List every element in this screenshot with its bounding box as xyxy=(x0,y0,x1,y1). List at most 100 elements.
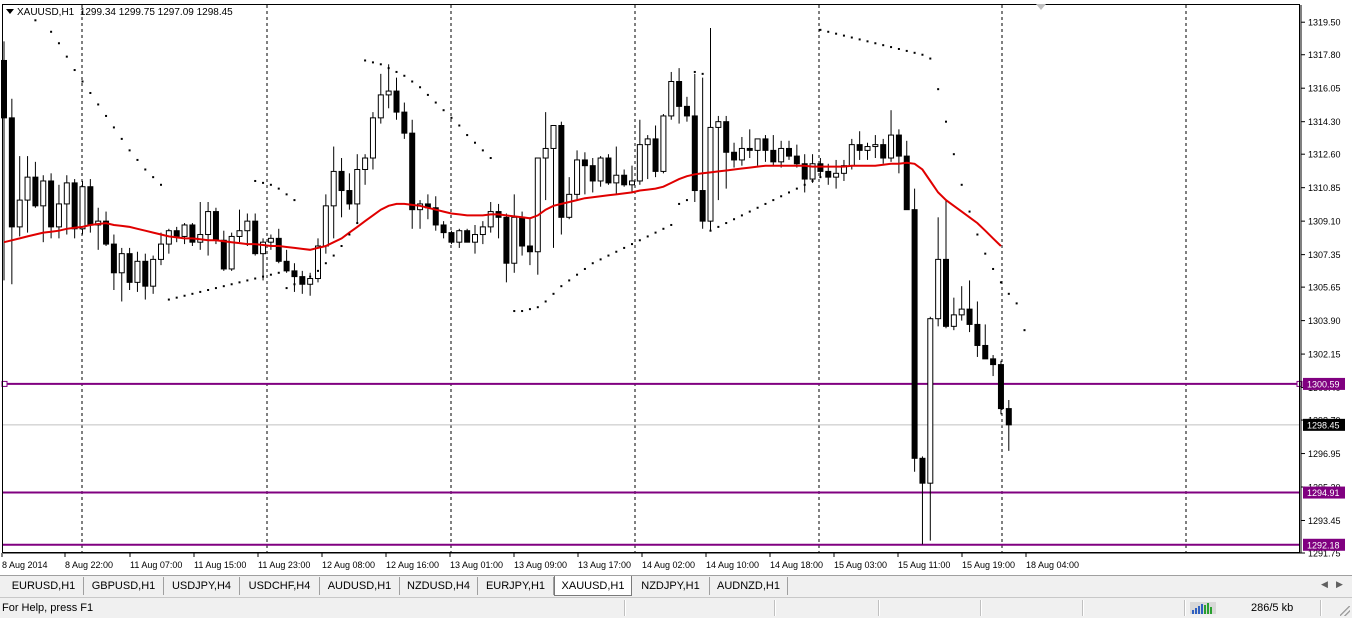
sar-dot xyxy=(214,287,217,290)
sar-dot xyxy=(725,222,728,225)
candle-body xyxy=(888,134,895,159)
price-line-label: 1292.18 xyxy=(1307,540,1340,550)
candle-body xyxy=(966,308,973,325)
sar-dot xyxy=(631,243,633,246)
candle-body xyxy=(911,209,918,459)
candle-body xyxy=(267,237,274,243)
tab-eurjpy[interactable]: EURJPY,H1 xyxy=(478,577,554,595)
price-line-label-box xyxy=(1303,538,1345,551)
sar-dot xyxy=(411,80,414,83)
sar-dot xyxy=(937,88,940,91)
chart-window[interactable]: 1319.50 1317.80 1316.05 1314.30 1312.60 1310.… xyxy=(0,0,1352,575)
tab-eurusd[interactable]: EURUSD,H1 xyxy=(4,577,84,595)
line-anchor-handle[interactable] xyxy=(1,380,8,387)
candle-body xyxy=(40,180,47,207)
tab-gbpusd[interactable]: GBPUSD,H1 xyxy=(84,577,164,595)
sar-dot xyxy=(819,28,822,31)
candle-body xyxy=(872,144,879,148)
sar-dot xyxy=(34,19,37,22)
sar-dot xyxy=(638,239,641,242)
price-chart[interactable]: 1319.50 1317.80 1316.05 1314.30 1312.60 1310.… xyxy=(0,0,1352,575)
tab-audnzd[interactable]: AUDNZD,H1 xyxy=(710,577,788,595)
candle-body xyxy=(448,232,455,243)
tab-usdjpy[interactable]: USDJPY,H4 xyxy=(164,577,240,595)
price-tick-label: 1316.05 xyxy=(1308,84,1341,94)
tab-usdchf[interactable]: USDCHF,H4 xyxy=(240,577,320,595)
candle-body xyxy=(629,180,635,186)
sar-dot xyxy=(50,30,53,33)
status-divider xyxy=(1320,600,1322,616)
tab-audusd[interactable]: AUDUSD,H1 xyxy=(320,577,400,595)
chart-shift-marker-icon[interactable] xyxy=(1036,4,1046,10)
sar-dot xyxy=(254,277,257,280)
status-divider xyxy=(624,600,626,616)
sar-dot xyxy=(1007,292,1010,295)
sar-dot xyxy=(521,310,524,313)
candle-body xyxy=(126,253,133,283)
candle-body xyxy=(958,308,965,316)
sar-dot xyxy=(623,246,626,249)
sar-dot xyxy=(1015,302,1018,305)
tab-nzdusd[interactable]: NZDUSD,H4 xyxy=(400,577,478,595)
candle-body xyxy=(738,147,745,161)
candle-body xyxy=(440,224,447,234)
time-tick-label: 13 Aug 01:00 xyxy=(450,560,503,570)
sar-dot xyxy=(874,42,877,45)
candle-body xyxy=(307,278,314,285)
candle-body xyxy=(244,220,251,232)
sar-dot xyxy=(458,124,461,127)
candle-body xyxy=(24,176,31,201)
time-tick-label: 15 Aug 19:00 xyxy=(962,560,1015,570)
sar-dot xyxy=(481,149,484,152)
sar-dot xyxy=(277,271,280,274)
status-help-text: For Help, press F1 xyxy=(2,602,94,614)
candle-body xyxy=(32,176,39,207)
status-traffic: 286/5 kb xyxy=(1251,602,1294,614)
candle-body xyxy=(1,59,7,119)
candle-body xyxy=(362,157,369,170)
sar-dot xyxy=(364,59,367,62)
time-tick-label: 8 Aug 2014 xyxy=(2,560,48,570)
candle-body xyxy=(927,318,934,484)
price-line-label-box xyxy=(1303,486,1345,499)
sar-dot xyxy=(207,288,210,291)
candle-body xyxy=(542,147,549,159)
time-tick-label: 11 Aug 23:00 xyxy=(258,560,310,570)
sar-dot xyxy=(434,101,437,104)
sar-dot xyxy=(748,210,751,213)
connection-status-icon[interactable] xyxy=(1190,602,1216,614)
sar-dot xyxy=(65,55,68,58)
sar-dot xyxy=(560,285,563,288)
price-tick-label: 1296.95 xyxy=(1308,449,1341,459)
dropdown-triangle-icon[interactable] xyxy=(6,9,14,14)
sar-dot xyxy=(850,36,853,39)
candle-body xyxy=(236,230,243,237)
candle-body xyxy=(589,165,596,182)
sar-dot xyxy=(419,86,422,89)
time-tick-label: 12 Aug 16:00 xyxy=(386,560,439,570)
sar-dot xyxy=(167,298,170,301)
candle-body xyxy=(519,216,526,247)
sar-dot xyxy=(670,223,673,226)
candle-body xyxy=(1005,408,1012,426)
tab-xauusd[interactable]: XAUUSD,H1 xyxy=(554,576,632,596)
sar-dot xyxy=(795,187,798,190)
tab-nzdjpy[interactable]: NZDJPY,H1 xyxy=(632,577,710,595)
candle-body xyxy=(707,126,714,222)
arrow-right-icon[interactable]: ▶ xyxy=(1336,579,1343,589)
candle-body xyxy=(252,220,259,255)
candle-body xyxy=(377,94,384,119)
candle-body xyxy=(393,90,400,113)
candle-body xyxy=(534,157,541,253)
sar-dot xyxy=(827,30,830,33)
sar-dot xyxy=(387,67,390,70)
candle-body xyxy=(472,234,478,243)
candle-body xyxy=(511,216,518,264)
price-tick-label: 1291.75 xyxy=(1308,549,1341,559)
resize-grip-icon[interactable] xyxy=(1340,606,1350,616)
candle-body xyxy=(503,216,510,264)
candle-body xyxy=(205,211,212,236)
sar-dot xyxy=(992,267,995,270)
arrow-left-icon[interactable]: ◀ xyxy=(1321,579,1328,589)
sar-dot xyxy=(317,269,319,272)
